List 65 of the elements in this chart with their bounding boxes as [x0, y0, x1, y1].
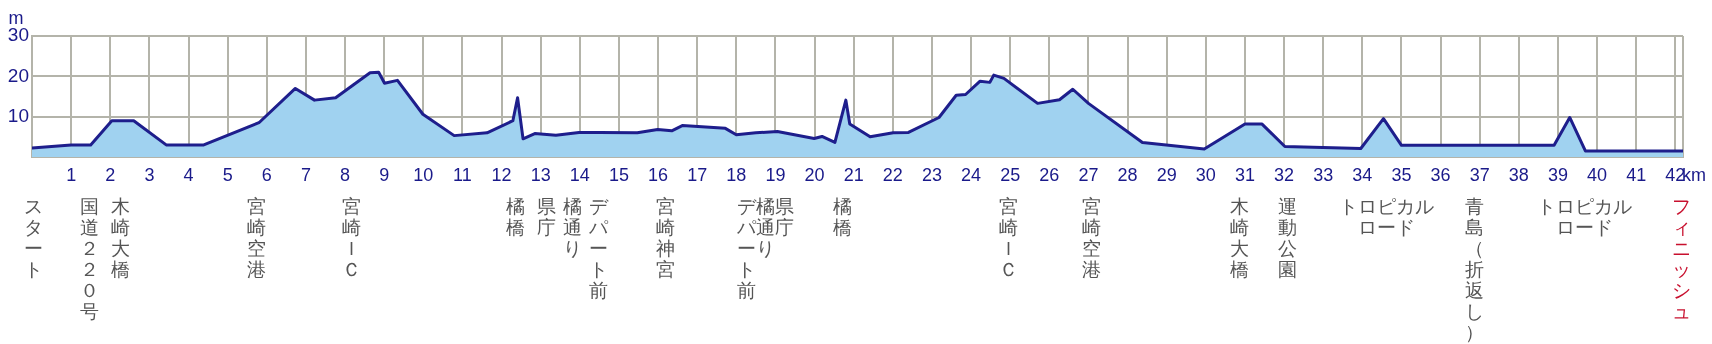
- x-tick-label: 10: [413, 164, 434, 185]
- text: 橘橋: [832, 195, 852, 238]
- x-tick-label: 40: [1587, 164, 1608, 185]
- text: トロピカルロード: [1338, 195, 1434, 238]
- x-tick-label: 4: [183, 164, 194, 185]
- text: 宮崎ＩＣ: [341, 195, 361, 280]
- x-tick-label: 5: [222, 164, 233, 185]
- x-tick-label: 2: [105, 164, 116, 185]
- x-tick-label: 19: [765, 164, 786, 185]
- x-tick-label: 26: [1039, 164, 1060, 185]
- text: 県庁: [774, 195, 794, 238]
- text: トロピカルロード: [1536, 195, 1632, 238]
- text: 宮崎ＩＣ: [998, 195, 1018, 280]
- x-tick-label: 8: [340, 164, 351, 185]
- text: 運動公園: [1277, 195, 1297, 280]
- x-tick-label: 3: [144, 164, 155, 185]
- x-tick-label: 23: [921, 164, 942, 185]
- x-tick-label: 29: [1156, 164, 1177, 185]
- x-tick-label: 35: [1391, 164, 1412, 185]
- text: 橘橋: [505, 195, 525, 238]
- text: 青島（折返し）: [1464, 195, 1484, 343]
- text: デパート前: [736, 195, 756, 301]
- text: 木崎大橋: [110, 195, 130, 280]
- x-tick-label: 14: [569, 164, 590, 185]
- x-tick-label: 15: [608, 164, 629, 185]
- x-tick-label: 16: [648, 164, 669, 185]
- x-tick-label: 22: [882, 164, 903, 185]
- x-tick-label: 34: [1352, 164, 1373, 185]
- x-tick-label: 13: [530, 164, 551, 185]
- text: 国道２２０号: [79, 195, 99, 322]
- x-tick-label: 25: [1000, 164, 1021, 185]
- x-tick-label: 18: [726, 164, 747, 185]
- text: 宮崎空港: [246, 195, 266, 280]
- x-tick-label: 36: [1430, 164, 1451, 185]
- x-tick-label: 37: [1469, 164, 1490, 185]
- text: フィニッシュ: [1671, 195, 1691, 322]
- text: 橘通り: [755, 195, 775, 259]
- x-tick-label: 11: [453, 164, 472, 185]
- y-tick-label: 20: [7, 64, 29, 86]
- x-tick-label: 1: [66, 164, 77, 185]
- x-tick-label: 32: [1274, 164, 1295, 185]
- x-tick-label: 27: [1078, 164, 1099, 185]
- x-tick-label: 41: [1626, 164, 1647, 185]
- x-tick-label: 31: [1234, 164, 1255, 185]
- x-tick-label: 38: [1508, 164, 1529, 185]
- x-tick-label: 28: [1117, 164, 1138, 185]
- x-tick-label: 33: [1313, 164, 1334, 185]
- text: 県庁: [536, 195, 556, 238]
- x-tick-label: 24: [961, 164, 982, 185]
- x-tick-label: 39: [1547, 164, 1568, 185]
- text: 橘通り: [562, 195, 582, 259]
- x-tick-label: 6: [261, 164, 272, 185]
- x-tick-label: 9: [379, 164, 390, 185]
- x-tick-label: 21: [843, 164, 864, 185]
- text: スタート: [23, 195, 43, 280]
- y-tick-label: 10: [7, 104, 29, 126]
- text: 宮崎神宮: [655, 195, 675, 280]
- text: 木崎大橋: [1229, 195, 1249, 280]
- x-tick-label: 17: [687, 164, 708, 185]
- x-tick-label: 12: [491, 164, 512, 185]
- text: デパート前: [588, 195, 608, 301]
- x-tick-label: 7: [300, 164, 311, 185]
- x-tick-label: 30: [1195, 164, 1216, 185]
- x-tick-label: 20: [804, 164, 825, 185]
- text: 宮崎空港: [1081, 195, 1101, 280]
